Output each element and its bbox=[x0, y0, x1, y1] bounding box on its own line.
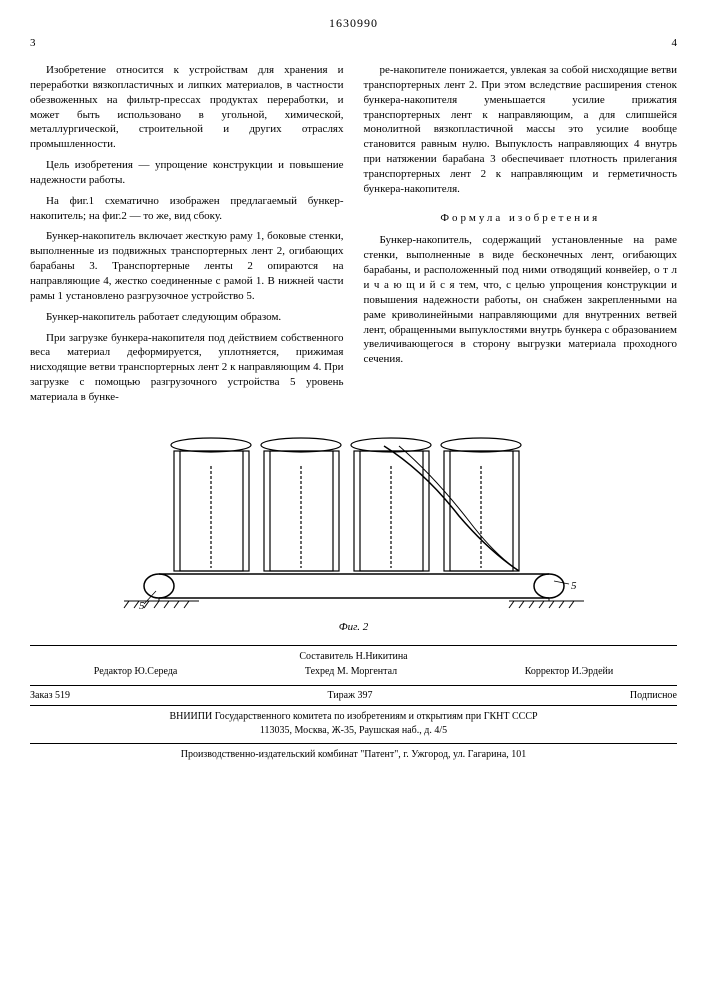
para: Бункер-накопитель включает жесткую раму … bbox=[30, 229, 344, 303]
techred: Техред М. Моргентал bbox=[305, 665, 397, 679]
address-block: ВНИИПИ Государственного комитета по изоб… bbox=[30, 710, 677, 737]
para: Изобретение относится к устройствам для … bbox=[30, 63, 344, 152]
figure-2: 5 5 Фиг. 2 bbox=[30, 426, 677, 635]
page-num-left: 3 bbox=[30, 36, 36, 51]
page: 1630990 3 4 Изобретение относится к устр… bbox=[0, 0, 707, 1000]
drum-right bbox=[534, 574, 564, 598]
zakaz: Заказ 519 bbox=[30, 689, 70, 703]
bunker-sections bbox=[171, 438, 521, 571]
credits-line: Редактор Ю.Середа Техред М. Моргентал Ко… bbox=[30, 665, 677, 679]
page-num-right: 4 bbox=[672, 36, 678, 51]
ground-hatch-left bbox=[124, 601, 199, 608]
podpisnoe: Подписное bbox=[630, 689, 677, 703]
corrector: Корректор И.Эрдейи bbox=[525, 665, 614, 679]
drum-left bbox=[144, 574, 174, 598]
compiler: Составитель Н.Никитина bbox=[30, 650, 677, 664]
figure-svg: 5 5 bbox=[104, 426, 604, 616]
label-5-right: 5 bbox=[571, 580, 577, 592]
address-1: ВНИИПИ Государственного комитета по изоб… bbox=[30, 710, 677, 724]
para: Бункер-накопитель работает следующим обр… bbox=[30, 310, 344, 325]
editor: Редактор Ю.Середа bbox=[94, 665, 178, 679]
footer: Производственно-издательский комбинат "П… bbox=[30, 743, 677, 762]
para: ре-накопителе понижается, увлекая за соб… bbox=[364, 63, 678, 197]
tirazh: Тираж 397 bbox=[327, 689, 372, 703]
para: На фиг.1 схематично изображен предлагаем… bbox=[30, 194, 344, 224]
para: При загрузке бункера-накопителя под дейс… bbox=[30, 331, 344, 405]
ground-hatch-right bbox=[509, 601, 584, 608]
para: Бункер-накопитель, содержащий установлен… bbox=[364, 233, 678, 367]
page-numbers: 3 4 bbox=[30, 36, 677, 51]
left-column: Изобретение относится к устройствам для … bbox=[30, 63, 344, 411]
document-number: 1630990 bbox=[30, 15, 677, 31]
para: Цель изобретения — упрощение конструкции… bbox=[30, 158, 344, 188]
figure-caption: Фиг. 2 bbox=[30, 620, 677, 635]
text-columns: Изобретение относится к устройствам для … bbox=[30, 63, 677, 411]
right-column: ре-накопителе понижается, увлекая за соб… bbox=[364, 63, 678, 411]
address-2: 113035, Москва, Ж-35, Раушская наб., д. … bbox=[30, 724, 677, 738]
credits-block: Составитель Н.Никитина Редактор Ю.Середа… bbox=[30, 645, 677, 679]
label-5-left: 5 bbox=[139, 600, 145, 612]
formula-title: Формула изобретения bbox=[364, 211, 678, 226]
order-line: Заказ 519 Тираж 397 Подписное bbox=[30, 685, 677, 707]
